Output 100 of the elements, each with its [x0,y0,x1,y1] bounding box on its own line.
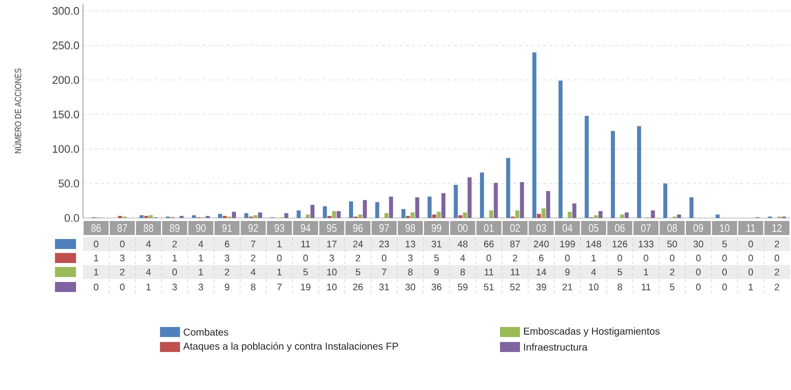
bar [494,182,498,218]
data-label: 126 [612,240,628,248]
data-label: 36 [432,284,442,290]
data-label: 240 [534,240,549,248]
data-label: 1 [94,254,98,262]
y-tick-label: 150.0 [52,110,80,118]
data-label: 7 [382,268,386,276]
x-tick-label: 95 [327,224,337,232]
data-label: 8 [250,284,256,290]
bar [572,204,576,218]
bar [506,158,510,218]
data-label: 0 [172,268,177,276]
bar [428,196,432,218]
data-label: 1 [146,284,151,290]
bar [375,202,380,218]
y-axis-title: NÚMERO DE ACCIONES [13,68,22,154]
x-tick-label: 89 [170,224,180,232]
bar [716,214,720,218]
data-label: 5 [434,254,439,262]
bar [254,215,258,218]
data-label: 7 [251,240,256,248]
bar [389,196,394,218]
bar [598,211,603,218]
data-label: 0 [748,254,753,262]
data-label: 59 [458,284,468,290]
x-tick-label: 06 [614,224,625,232]
x-tick-label: 01 [484,224,494,232]
x-tick-label: 90 [196,224,206,232]
data-label: 1 [644,268,648,276]
data-label: 6 [539,254,544,262]
bar [594,215,598,218]
x-tick-label: 12 [772,224,782,232]
bar [568,212,572,218]
x-tick-label: 03 [536,224,546,232]
data-label: 2 [774,284,780,290]
data-label: 19 [301,284,310,290]
data-label: 8 [408,268,413,276]
bar [415,197,420,218]
data-label: 50 [667,240,678,248]
legend-label: Combates [184,328,228,336]
data-label: 11 [301,240,310,248]
x-tick-label: 05 [588,224,598,232]
x-tick-label: 07 [641,224,651,232]
data-label: 4 [250,268,256,276]
data-label: 10 [327,284,337,290]
bar [258,212,262,218]
data-label: 24 [353,240,363,248]
data-label: 31 [432,240,442,248]
data-label: 2 [670,268,674,276]
bar [410,212,415,218]
data-label: 4 [591,268,596,276]
data-label: 10 [589,284,599,290]
data-label: 3 [408,254,413,262]
y-tick-label: 200.0 [52,76,80,84]
data-label: 0 [722,284,727,290]
data-label: 199 [560,240,575,248]
bar [663,183,668,218]
data-label: 4 [198,240,204,248]
data-label: 1 [198,254,203,262]
bar [610,131,615,218]
data-label: 3 [146,254,151,262]
legend-label: Emboscadas y Hostigamientos [524,327,660,337]
bar [218,214,222,218]
data-label: 4 [146,240,151,248]
data-label: 13 [406,240,416,248]
data-label: 0 [277,254,282,262]
data-label: 9 [224,284,230,290]
data-label: 0 [722,254,727,262]
x-tick-label: 91 [222,224,232,232]
data-label: 1 [592,254,596,262]
x-tick-label: 87 [118,224,127,232]
data-label: 5 [303,268,308,276]
data-label: 4 [460,254,466,262]
bar [650,210,655,218]
bar [454,184,458,218]
data-label: 4 [146,268,151,276]
data-label: 2 [774,240,780,248]
data-label: 87 [510,240,520,248]
data-label: 11 [484,268,494,276]
bar [148,215,153,218]
x-tick-label: 94 [300,224,310,232]
data-label: 21 [562,284,572,290]
x-tick-label: 96 [353,224,363,232]
data-label: 23 [379,240,389,248]
data-label: 2 [172,240,177,248]
bar [322,206,327,218]
bar [296,210,301,218]
legend-label: Ataques a la población y contra Instalaciones FP [183,342,398,352]
data-label: 1 [748,284,753,290]
x-tick-label: 08 [667,224,677,232]
data-label: 39 [536,284,546,290]
data-label: 9 [434,268,439,276]
bar [384,213,388,218]
data-label: 1 [198,268,203,276]
bar [284,213,288,218]
bar [558,80,563,218]
data-label: 2 [774,268,780,276]
data-label: 0 [303,254,308,262]
data-label: 0 [94,284,98,290]
bar [542,208,546,218]
